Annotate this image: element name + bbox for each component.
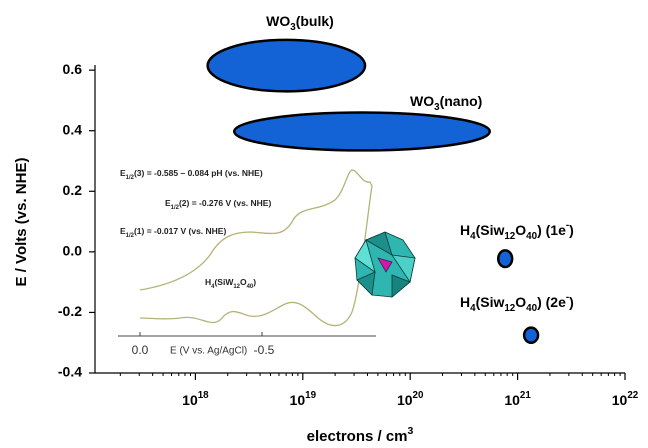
series-label-part: ) — [569, 294, 574, 310]
inset-curve — [140, 170, 372, 326]
x-tick-exponent: 22 — [627, 390, 638, 401]
region — [524, 328, 538, 343]
inset-annotation-part: (1) = -0.017 V (vs. NHE) — [134, 226, 227, 236]
inset-annotation: E1/2(3) = -0.585 – 0.084 pH (vs. NHE) — [120, 168, 263, 180]
series-label-part: 40 — [526, 231, 537, 242]
series-label-part: (Siw — [476, 222, 505, 238]
series-label-part: ) (2e — [537, 294, 566, 310]
y-axis-label: E / Volts (vs. NHE) — [13, 158, 30, 287]
region — [234, 113, 489, 151]
x-axis-label: electrons / cm3 — [307, 425, 414, 445]
series-label: H4(Siw12O40) (2e-) — [460, 292, 574, 314]
series-label-part: O — [515, 222, 526, 238]
inset-annotation-part: (SiW — [214, 277, 234, 287]
y-tick-label: 0.0 — [63, 243, 83, 259]
series-label-part: O — [515, 294, 526, 310]
inset-annotation-part: ) — [253, 277, 256, 287]
y-tick-label: 0.4 — [63, 121, 83, 137]
series-label: WO3(nano) — [410, 93, 482, 113]
series-label: H4(Siw12O40) (1e-) — [460, 220, 574, 242]
inset-axis-label: E (V vs. Ag/AgCl) — [170, 346, 247, 357]
inset-tick-label: 0.0 — [132, 343, 149, 357]
series-label: WO3(bulk) — [266, 13, 334, 33]
series-label-part: ) — [569, 222, 574, 238]
region — [208, 40, 365, 91]
x-tick-exponent: 18 — [198, 390, 209, 401]
inset-annotation-part: (2) = -0.276 V (vs. NHE) — [179, 198, 272, 208]
series-label-part: WO — [410, 93, 434, 109]
x-axis-label-part: 3 — [408, 425, 414, 437]
x-tick-base: 10 — [612, 392, 628, 408]
inset-annotation-part: (3) = -0.585 – 0.084 pH (vs. NHE) — [134, 168, 263, 178]
x-tick-label: 1022 — [612, 390, 639, 408]
y-tick-label: -0.4 — [58, 364, 82, 380]
series-label-part: 12 — [504, 231, 515, 242]
series-label-part: H — [460, 294, 470, 310]
region — [498, 250, 512, 267]
x-tick-exponent: 20 — [413, 390, 424, 401]
x-tick-exponent: 19 — [305, 390, 316, 401]
x-tick-base: 10 — [504, 392, 520, 408]
x-tick-base: 10 — [182, 392, 198, 408]
series-label-part: 40 — [526, 303, 537, 314]
x-tick-label: 1020 — [397, 390, 424, 408]
x-tick-base: 10 — [397, 392, 413, 408]
x-tick-label: 1019 — [290, 390, 317, 408]
y-tick-label: -0.2 — [58, 303, 82, 319]
x-tick-exponent: 21 — [520, 390, 531, 401]
inset-annotation: E1/2(2) = -0.276 V (vs. NHE) — [165, 198, 271, 210]
inset-annotation: H4(SiW12O40) — [205, 277, 256, 289]
inset-tick-label: -0.5 — [254, 343, 275, 357]
series-label-part: 12 — [504, 303, 515, 314]
x-tick-label: 1018 — [182, 390, 209, 408]
x-tick-label: 1021 — [504, 390, 531, 408]
inset-annotation: E1/2(1) = -0.017 V (vs. NHE) — [120, 226, 226, 238]
series-label-part: (bulk) — [296, 13, 334, 29]
series-label-part: WO — [266, 13, 290, 29]
y-tick-label: 0.2 — [63, 182, 83, 198]
series-label-part: H — [460, 222, 470, 238]
series-label-part: ) (1e — [537, 222, 566, 238]
series-label-part: (nano) — [440, 93, 483, 109]
x-axis-label-part: electrons / cm — [307, 428, 408, 445]
x-tick-base: 10 — [290, 392, 306, 408]
chart: E / Volts (vs. NHE) 0.0 -0.5 E (V vs. Ag… — [0, 0, 648, 448]
series-label-part: (Siw — [476, 294, 505, 310]
y-tick-label: 0.6 — [63, 61, 83, 77]
